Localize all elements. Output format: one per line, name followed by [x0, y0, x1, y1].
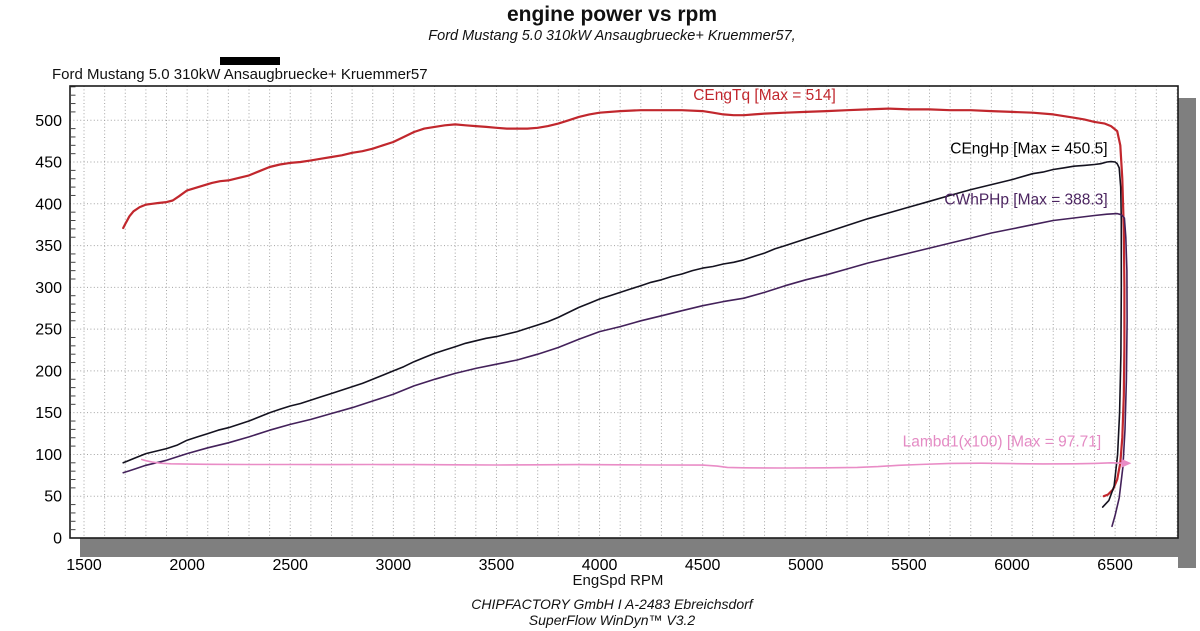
- series-label-Lambd1(x100): Lambd1(x100) [Max = 97.71]: [903, 434, 1102, 451]
- series-line-Lambd1(x100): [141, 458, 1125, 469]
- series-line-CEngHp: [122, 160, 1123, 508]
- x-tick-label: 1500: [66, 557, 102, 574]
- x-tick-label: 3500: [479, 557, 515, 574]
- y-tick-label: 300: [35, 280, 62, 297]
- y-minor-ticks: [71, 86, 76, 531]
- x-tick-label: 4500: [685, 557, 721, 574]
- plot-shadow-right: [1178, 98, 1196, 568]
- series-label-CWhPHp: CWhPHp [Max = 388.3]: [944, 192, 1107, 209]
- y-tick-label: 500: [35, 113, 62, 130]
- series-label-CEngHp: CEngHp [Max = 450.5]: [950, 140, 1107, 157]
- x-tick-label: 5500: [891, 557, 927, 574]
- series-line-CEngTq: [122, 107, 1126, 498]
- series-label-CEngTq: CEngTq [Max = 514]: [693, 87, 836, 104]
- y-tick-label: 150: [35, 405, 62, 422]
- x-tick-label: 2500: [272, 557, 308, 574]
- x-tick-label: 6000: [994, 557, 1030, 574]
- x-axis-title: EngSpd RPM: [572, 572, 664, 589]
- chart-subtitle: Ford Mustang 5.0 310kW Ansaugbruecke+ Kr…: [428, 28, 796, 44]
- y-tick-label: 450: [35, 155, 62, 172]
- footer-company: CHIPFACTORY GmbH I A-2483 Ebreichsdorf: [471, 596, 753, 612]
- y-tick-label: 400: [35, 196, 62, 213]
- grid: [70, 86, 1178, 538]
- series-arrow-Lambd1(x100): [1121, 458, 1132, 468]
- legend-line-swatch: [220, 57, 280, 65]
- series-line-CWhPHp: [122, 212, 1128, 528]
- legend-run-label: Ford Mustang 5.0 310kW Ansaugbruecke+ Kr…: [52, 66, 428, 83]
- x-tick-label: 6500: [1097, 557, 1133, 574]
- chart-title: engine power vs rpm: [506, 3, 718, 26]
- x-tick-label: 3000: [376, 557, 412, 574]
- y-tick-label: 50: [44, 489, 62, 506]
- plot-border: [69, 85, 1179, 539]
- y-tick-label: 0: [53, 531, 62, 548]
- footer-software: SuperFlow WinDyn™ V3.2: [528, 612, 696, 628]
- y-tick-label: 250: [35, 322, 62, 339]
- y-tick-label: 100: [35, 447, 62, 464]
- y-tick-label: 200: [35, 363, 62, 380]
- plot-shadow-bottom: [80, 538, 1196, 557]
- y-tick-label: 350: [35, 238, 62, 255]
- x-tick-label: 2000: [169, 557, 205, 574]
- x-tick-label: 4000: [582, 557, 618, 574]
- x-tick-label: 5000: [788, 557, 824, 574]
